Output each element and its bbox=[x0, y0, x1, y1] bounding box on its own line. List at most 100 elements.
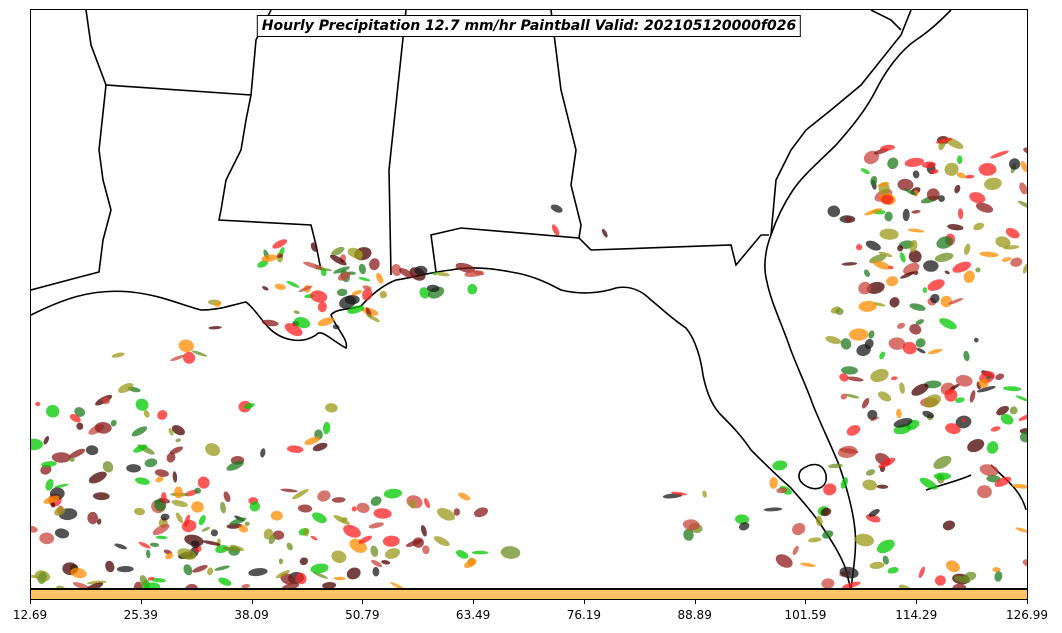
precip-blob bbox=[846, 425, 861, 436]
precip-blob bbox=[347, 247, 363, 259]
precip-blob bbox=[996, 405, 1009, 416]
precip-blob bbox=[241, 584, 251, 588]
map-panel: Hourly Precipitation 12.7 mm/hr Paintbal… bbox=[30, 9, 1028, 589]
precip-blob bbox=[952, 583, 967, 588]
precip-blob bbox=[223, 491, 231, 503]
precip-blob bbox=[954, 184, 961, 194]
precip-blob bbox=[822, 530, 834, 539]
precip-blob bbox=[936, 236, 954, 249]
precip-blob bbox=[362, 288, 373, 301]
precip-blob bbox=[87, 511, 99, 525]
precip-blob bbox=[601, 228, 608, 238]
precip-blob bbox=[870, 175, 878, 186]
precip-blob bbox=[229, 517, 247, 526]
precip-blob bbox=[248, 568, 268, 577]
precip-blob bbox=[144, 458, 158, 468]
precip-blob bbox=[310, 563, 329, 574]
mississippi-river-border bbox=[218, 94, 322, 271]
precip-blob bbox=[897, 178, 914, 191]
precip-blob bbox=[138, 541, 151, 549]
precip-blob bbox=[1015, 527, 1027, 533]
precip-blob bbox=[368, 522, 384, 529]
precip-blob bbox=[952, 261, 971, 273]
precip-blob bbox=[942, 520, 956, 531]
precip-blob bbox=[1010, 257, 1023, 267]
precip-blob bbox=[54, 506, 66, 516]
precip-blob bbox=[222, 546, 241, 552]
precip-blob bbox=[1019, 182, 1027, 195]
precip-blob bbox=[135, 477, 150, 485]
precip-blob bbox=[995, 373, 1005, 381]
precip-blob bbox=[205, 443, 221, 457]
precip-blob bbox=[934, 252, 954, 263]
precip-blob bbox=[899, 382, 905, 394]
precip-blob bbox=[986, 376, 991, 380]
precip-blob bbox=[912, 170, 920, 179]
precip-blob bbox=[841, 366, 858, 375]
precip-blob bbox=[437, 507, 455, 521]
precip-blob bbox=[260, 448, 266, 458]
precip-blob bbox=[310, 290, 328, 303]
precip-blob bbox=[903, 262, 920, 275]
precip-blob bbox=[344, 294, 360, 305]
precip-blob bbox=[948, 298, 964, 305]
colorbar-tick-label: 88.89 bbox=[677, 608, 712, 622]
precip-blob bbox=[147, 576, 155, 581]
precip-blob bbox=[168, 427, 174, 436]
precip-blob bbox=[869, 561, 885, 569]
precip-blob bbox=[898, 584, 914, 588]
precip-blob bbox=[286, 445, 304, 453]
precip-blob bbox=[105, 560, 115, 573]
precip-blob bbox=[166, 452, 176, 463]
precip-blob bbox=[825, 336, 842, 344]
precip-blob bbox=[840, 338, 852, 350]
precip-blob bbox=[887, 567, 899, 574]
precip-blob bbox=[873, 302, 886, 307]
precip-blob bbox=[178, 339, 194, 353]
precip-blob bbox=[275, 570, 290, 579]
precip-blob bbox=[346, 567, 361, 580]
precip-blob bbox=[201, 526, 211, 532]
precip-blob bbox=[322, 581, 337, 588]
precip-blob bbox=[904, 188, 917, 196]
precip-blob bbox=[114, 543, 127, 550]
precip-blob bbox=[135, 398, 149, 411]
precip-blob bbox=[955, 397, 965, 403]
precip-blob bbox=[992, 567, 1001, 573]
precip-blob bbox=[268, 534, 276, 545]
precip-blob bbox=[317, 490, 331, 502]
precip-blob bbox=[865, 469, 876, 476]
precip-blob bbox=[84, 582, 104, 588]
precip-blob bbox=[876, 539, 895, 554]
precip-blob bbox=[928, 348, 943, 355]
precip-blob bbox=[947, 224, 964, 231]
precip-blob bbox=[379, 290, 387, 299]
precip-blob bbox=[994, 571, 1003, 582]
precip-blob bbox=[317, 301, 327, 313]
colorbar-tick-mark bbox=[916, 600, 918, 604]
precip-blob bbox=[286, 280, 300, 288]
precip-blob bbox=[325, 403, 338, 413]
precip-blob bbox=[371, 559, 383, 568]
precip-blob bbox=[933, 455, 952, 469]
precip-blob bbox=[975, 202, 994, 213]
precip-blob bbox=[41, 461, 57, 468]
precip-blob bbox=[70, 567, 87, 579]
precip-blob bbox=[775, 554, 793, 568]
precip-blob bbox=[840, 477, 848, 489]
precip-blob bbox=[930, 293, 940, 304]
precip-blob bbox=[458, 492, 471, 501]
precip-blob bbox=[278, 558, 283, 565]
precip-blob bbox=[473, 507, 489, 518]
precip-blob bbox=[426, 284, 440, 293]
map-title: Hourly Precipitation 12.7 mm/hr Paintbal… bbox=[256, 15, 802, 37]
precip-blob bbox=[922, 410, 935, 419]
precip-blob bbox=[39, 532, 55, 545]
precip-blob bbox=[50, 501, 56, 508]
precip-blob bbox=[303, 261, 323, 270]
precip-blob bbox=[886, 276, 899, 287]
colorbar-tick-mark bbox=[362, 600, 364, 604]
precip-blob bbox=[54, 483, 69, 489]
precip-blob bbox=[953, 575, 971, 584]
precip-blob bbox=[973, 337, 979, 343]
